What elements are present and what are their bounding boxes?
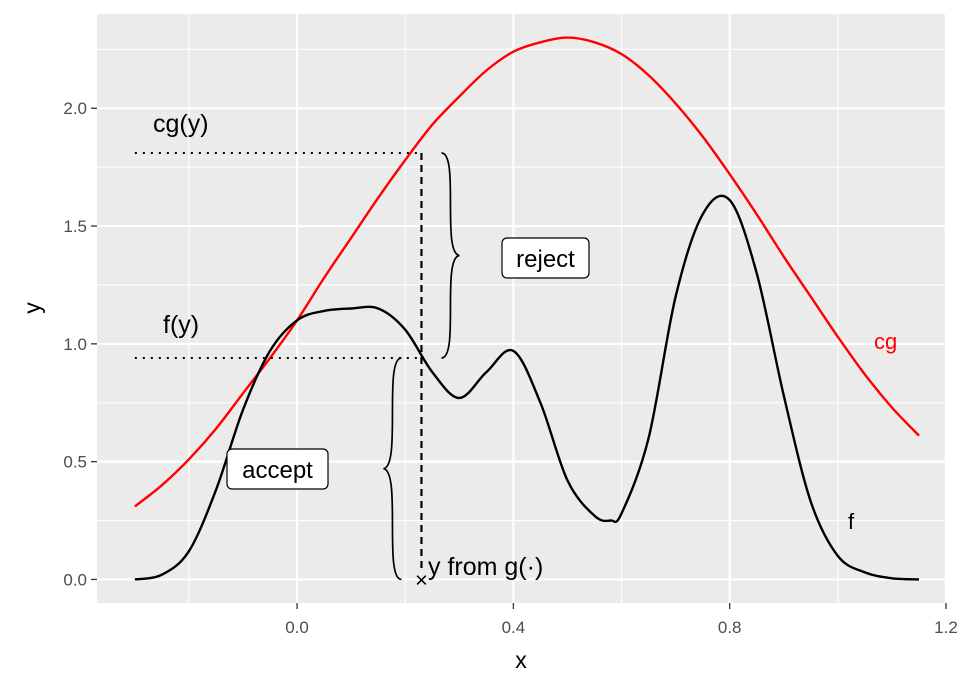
reject-brace xyxy=(441,152,460,359)
annotations: cg(y) f(y) reject accept × y from g(·) f… xyxy=(153,110,897,592)
accept-label: accept xyxy=(242,457,313,484)
y-tick-label: 1.0 xyxy=(63,335,87,354)
guide-lines xyxy=(134,152,460,581)
reject-label: reject xyxy=(516,246,575,273)
grid-minor xyxy=(97,14,946,603)
x-axis-ticks: 0.0 0.4 0.8 1.2 xyxy=(285,603,958,637)
x-tick-label: 1.2 xyxy=(934,618,958,637)
y-axis-title: y xyxy=(19,302,45,314)
f-y-label: f(y) xyxy=(163,311,199,339)
plot-panel xyxy=(97,14,946,603)
grid-major xyxy=(97,14,948,603)
cg-y-label: cg(y) xyxy=(153,110,209,138)
x-axis-title: x xyxy=(515,647,527,673)
x-tick-label: 0.0 xyxy=(285,618,309,637)
y-tick-label: 1.5 xyxy=(63,217,87,236)
series-line-cg xyxy=(134,36,920,508)
series-line-f xyxy=(134,194,920,581)
cg-series-label: cg xyxy=(874,329,897,354)
sample-marker: × xyxy=(415,567,428,592)
accept-label-box xyxy=(226,448,329,490)
accept-brace xyxy=(383,357,402,581)
y-tick-label: 0.0 xyxy=(63,570,87,589)
x-tick-label: 0.8 xyxy=(718,618,742,637)
y-axis-ticks: 0.0 0.5 1.0 1.5 2.0 xyxy=(63,99,97,589)
reject-label-box xyxy=(501,237,590,279)
y-tick-label: 2.0 xyxy=(63,99,87,118)
x-tick-label: 0.4 xyxy=(502,618,526,637)
f-series-label: f xyxy=(848,509,855,534)
sample-label: y from g(·) xyxy=(428,553,543,581)
series-layer xyxy=(134,36,920,581)
y-tick-label: 0.5 xyxy=(63,453,87,472)
